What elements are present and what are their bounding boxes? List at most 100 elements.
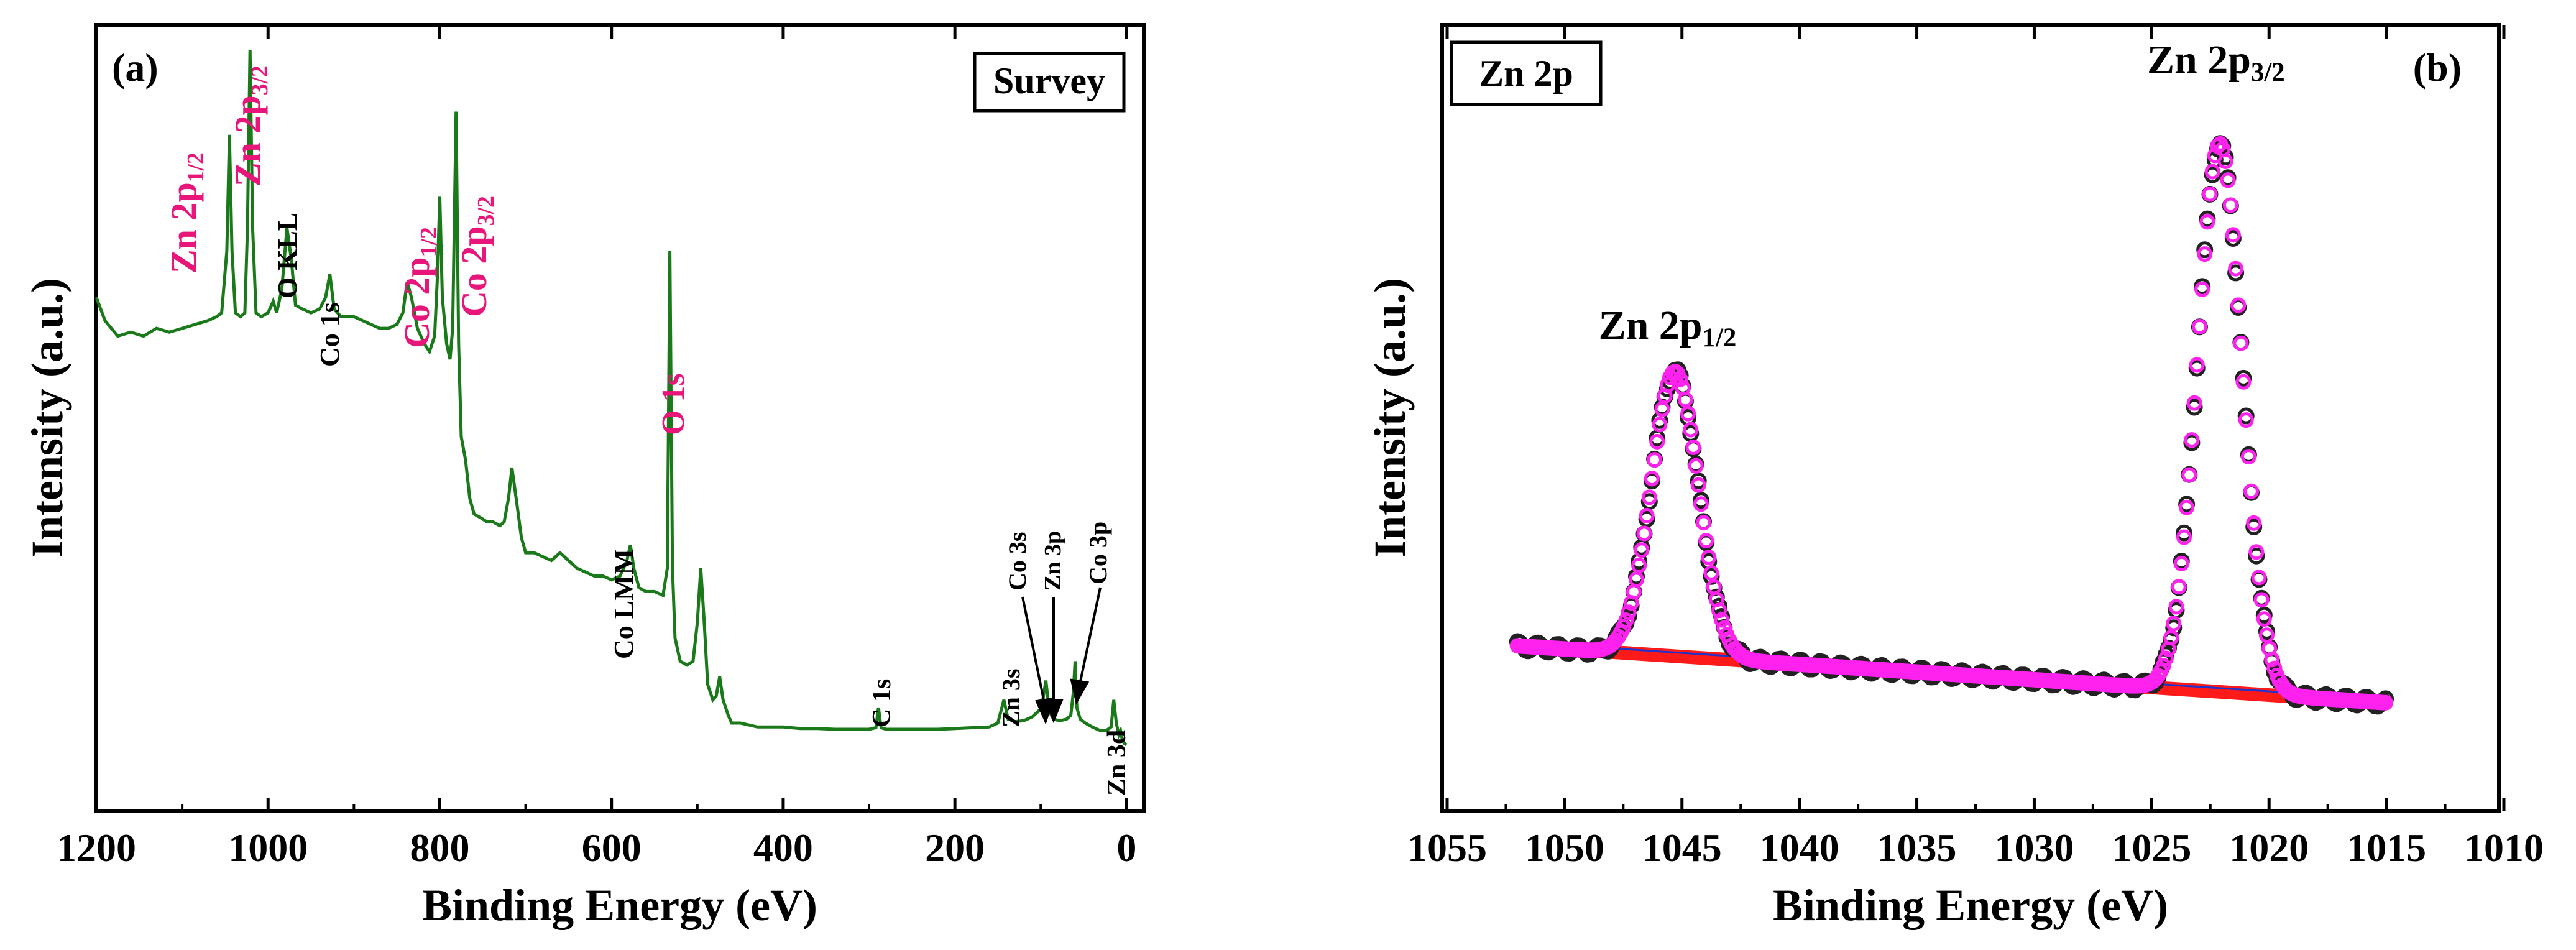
peak-label: C 1s xyxy=(868,679,896,727)
scatter-point xyxy=(2227,264,2245,282)
scatter-point xyxy=(1680,405,1696,422)
peak-label: Co 3s xyxy=(1003,532,1031,591)
scatter-point xyxy=(2248,544,2265,560)
scatter-point xyxy=(2155,658,2171,674)
scatter-point xyxy=(2171,579,2187,595)
scatter-point xyxy=(2248,547,2265,565)
scatter-point xyxy=(2158,650,2174,666)
scatter-point xyxy=(1703,565,1719,581)
peak-label: Co 1s xyxy=(315,302,345,367)
zn2p-fit-points xyxy=(1509,136,2394,711)
scatter-point xyxy=(2222,197,2238,213)
peak-label: Co 2p1/2 xyxy=(397,227,442,348)
survey-peak-labels: Zn 2p1/2 Zn 2p3/2 O KLL Co 1s Co 2p1/2 Co 2p3… xyxy=(163,65,1131,796)
zn2p-plot-frame xyxy=(1440,23,2501,813)
peak-label: Zn 3p xyxy=(1040,531,1066,591)
survey-spectrum-line xyxy=(94,49,1128,747)
scatter-point xyxy=(2186,399,2203,416)
scatter-point xyxy=(2163,630,2179,646)
scatter-point xyxy=(2202,186,2218,202)
peak-label: Zn 2p3/2 xyxy=(228,65,273,187)
x-tick-label: 0 xyxy=(1116,826,1136,870)
zn2p-x-tick-labels: 1055 1050 1045 1040 1035 1030 1025 1020 1015 1010 xyxy=(1407,826,2544,870)
survey-x-axis-title: Binding Energy (eV) xyxy=(422,880,817,930)
scatter-point xyxy=(1652,417,1668,433)
scatter-point xyxy=(1693,496,1709,512)
scatter-point xyxy=(2251,570,2267,586)
scatter-point xyxy=(2184,432,2200,448)
scatter-point xyxy=(2176,524,2192,542)
zn2p-legend-label: Zn 2p xyxy=(1479,53,1573,94)
survey-x-tick-labels: 1200 1000 800 600 400 200 0 xyxy=(57,826,1136,870)
scatter-point xyxy=(2255,606,2273,624)
scatter-point xyxy=(2225,227,2241,243)
scatter-point xyxy=(2235,374,2252,390)
survey-panel: 1200 1000 800 600 400 200 0 Zn 2p1/2 Zn 2p3/2 O … xyxy=(22,23,1146,930)
scatter-point xyxy=(1636,525,1652,542)
peak-label: Co 3p xyxy=(1084,522,1112,584)
scatter-point xyxy=(1690,477,1706,493)
survey-panel-label: (a) xyxy=(112,45,159,90)
scatter-point xyxy=(2173,556,2189,571)
scatter-point xyxy=(2264,652,2280,668)
peak-label: Co 2p3/2 xyxy=(454,196,499,317)
scatter-point xyxy=(2378,694,2394,711)
scatter-point xyxy=(1618,612,1634,629)
scatter-point xyxy=(2238,412,2254,428)
scatter-point xyxy=(1640,493,1658,510)
scatter-point xyxy=(1639,508,1655,523)
scatter-point xyxy=(1677,392,1693,408)
survey-y-axis-title: Intensity (a.u.) xyxy=(22,278,72,558)
scatter-point xyxy=(2233,335,2249,351)
peak-label: Zn 2p3/2 xyxy=(2147,37,2285,87)
zn2p-experimental-points xyxy=(1509,135,2394,715)
peak-label: Zn 2p1/2 xyxy=(1599,303,1737,353)
scatter-point xyxy=(1714,612,1730,628)
survey-plot-frame xyxy=(94,23,1146,813)
zn2p-panel-label: (b) xyxy=(2413,45,2462,90)
survey-legend-label: Survey xyxy=(993,60,1105,101)
x-tick-label: 1200 xyxy=(57,826,136,870)
scatter-point xyxy=(1683,422,1699,438)
co-3s-arrow xyxy=(1021,596,1047,709)
scatter-point xyxy=(1634,542,1650,558)
scatter-point xyxy=(2240,449,2256,465)
scatter-point xyxy=(1698,533,1714,549)
scatter-point xyxy=(1688,458,1704,474)
x-tick-label: 1035 xyxy=(1877,826,1957,870)
zn-3p-arrowhead xyxy=(1044,699,1064,724)
scatter-point xyxy=(1690,473,1707,490)
co-3p-arrowhead xyxy=(1070,678,1090,705)
x-tick-label: 1050 xyxy=(1525,826,1604,870)
scatter-point xyxy=(1701,550,1717,566)
scatter-point xyxy=(2228,261,2244,277)
survey-arrows xyxy=(1021,587,1102,725)
scatter-point xyxy=(2186,395,2202,411)
x-tick-label: 1015 xyxy=(2347,826,2426,870)
scatter-point xyxy=(1692,492,1709,509)
scatter-point xyxy=(2230,297,2247,313)
scatter-point xyxy=(1621,604,1637,620)
scatter-point xyxy=(2204,164,2220,180)
x-tick-label: 1045 xyxy=(1642,826,1722,870)
scatter-point xyxy=(2181,467,2197,483)
peak-label: Zn 3d xyxy=(1103,730,1131,796)
x-tick-label: 600 xyxy=(582,826,642,870)
x-tick-label: 1055 xyxy=(1407,826,1487,870)
zn2p-x-axis-title: Binding Energy (eV) xyxy=(1773,880,2168,930)
scatter-point xyxy=(2176,529,2192,545)
scatter-point xyxy=(2266,660,2283,676)
scatter-point xyxy=(2191,319,2207,334)
scatter-point xyxy=(2243,483,2259,499)
zn2p-x-ticks xyxy=(1445,25,2506,811)
x-tick-label: 1030 xyxy=(1994,826,2074,870)
x-tick-label: 1010 xyxy=(2464,826,2544,870)
x-tick-label: 1040 xyxy=(1760,826,1839,870)
survey-legend-frame xyxy=(973,52,1126,113)
zn2p-peak-labels: Zn 2p1/2 Zn 2p3/2 xyxy=(1599,37,2285,353)
x-tick-label: 400 xyxy=(753,826,813,870)
zn2p-legend-frame xyxy=(1450,40,1603,106)
peak-label: Zn 2p1/2 xyxy=(163,152,209,274)
scatter-point xyxy=(2199,214,2215,230)
